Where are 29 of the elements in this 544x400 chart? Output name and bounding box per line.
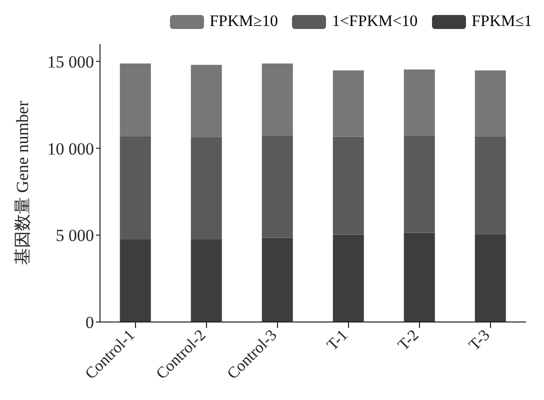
bar [404,232,435,322]
bar [474,70,506,136]
bar [404,135,435,233]
bar [332,136,364,235]
bar [120,239,151,322]
y-tick-label: 15 000 [47,52,94,72]
x-tick-label: T-2 [395,326,422,354]
bar [190,239,222,322]
legend-label: FPKM≤1 [472,13,532,31]
y-tick-label: 0 [86,313,94,332]
y-tick-label: 5 000 [56,226,94,246]
bar [190,137,222,240]
bar [474,234,506,322]
bar [190,64,222,138]
bar [120,136,151,240]
legend-label: FPKM≥10 [210,13,278,31]
bar [332,70,364,137]
bar [262,63,293,136]
bar [404,70,435,136]
y-tick-label: 10 000 [47,139,94,158]
bar [332,234,364,322]
bar [262,238,293,322]
y-axis-title: 基因数量 Gene number [13,100,32,266]
x-tick-label: T-1 [324,326,352,354]
x-tick-label: T-3 [466,326,494,354]
bar [120,63,151,136]
legend-label: 1<FPKM<10 [332,13,418,31]
bar [262,135,293,238]
bar [474,136,506,234]
